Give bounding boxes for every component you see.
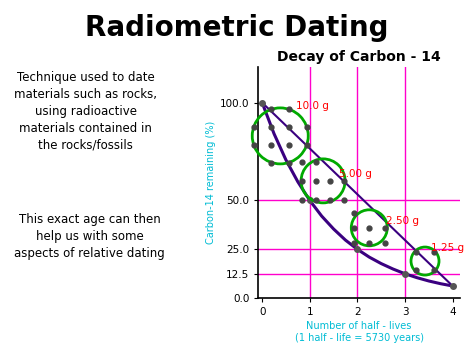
- Text: This exact age can then
help us with some
aspects of relative dating: This exact age can then help us with som…: [14, 213, 165, 260]
- Title: Decay of Carbon - 14: Decay of Carbon - 14: [277, 49, 441, 64]
- Text: 1.25 g: 1.25 g: [431, 243, 465, 253]
- X-axis label: Number of half - lives
(1 half - life = 5730 years): Number of half - lives (1 half - life = …: [294, 321, 424, 343]
- Y-axis label: Carbon-14 remaining (%): Carbon-14 remaining (%): [206, 121, 216, 245]
- Text: 2.50 g: 2.50 g: [386, 216, 419, 226]
- Text: Technique used to date
materials such as rocks,
using radioactive
materials cont: Technique used to date materials such as…: [14, 71, 157, 152]
- Text: 10.0 g: 10.0 g: [296, 100, 329, 110]
- Text: 5.00 g: 5.00 g: [339, 169, 372, 179]
- Text: Radiometric Dating: Radiometric Dating: [85, 14, 389, 42]
